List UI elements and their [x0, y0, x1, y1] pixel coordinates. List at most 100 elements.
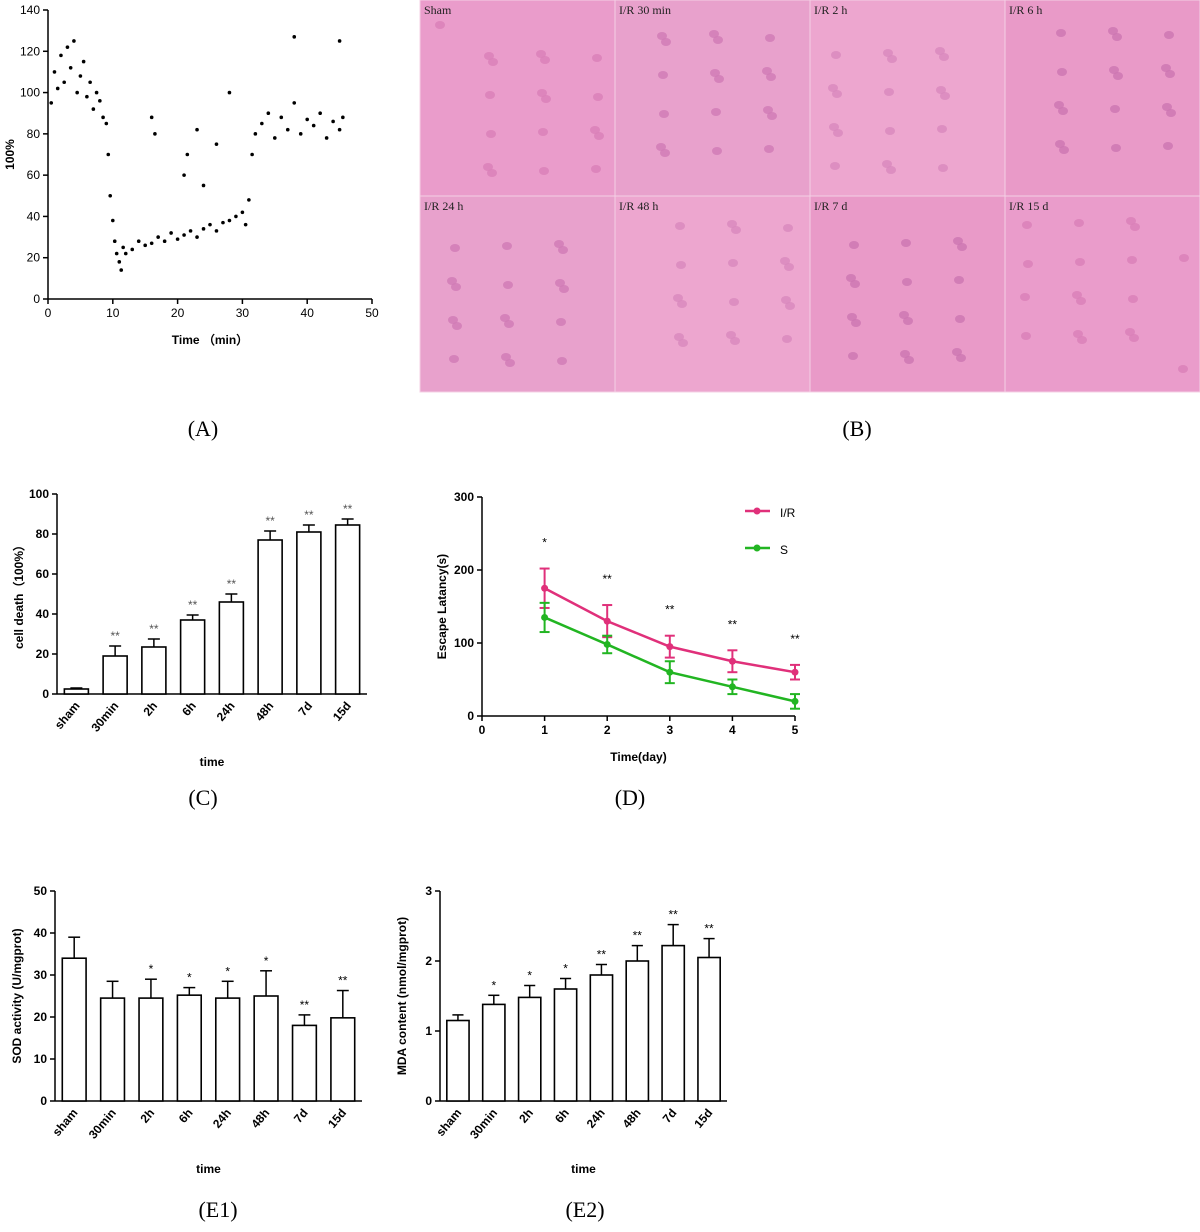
data-point: [119, 268, 124, 272]
cell-nucleus: [485, 91, 495, 99]
x-axis-label: Time(day): [610, 750, 666, 764]
x-tick-label: 2h: [140, 699, 160, 719]
y-tick-label: 100: [454, 636, 474, 650]
x-tick-label: 30min: [467, 1106, 500, 1142]
significance-mark: **: [110, 629, 120, 643]
significance-mark: **: [633, 929, 643, 943]
data-point: [243, 222, 248, 227]
cell-nucleus: [832, 90, 842, 98]
cell-nucleus: [1163, 142, 1173, 150]
significance-mark: **: [149, 622, 159, 636]
bar: [176, 994, 203, 1102]
x-tick-label: 30min: [88, 699, 121, 735]
cell-nucleus: [767, 112, 777, 120]
data-point: [185, 152, 190, 157]
cell-nucleus: [727, 220, 737, 228]
cell-nucleus: [1020, 293, 1030, 301]
x-tick-label: 7d: [291, 1106, 311, 1126]
cell-nucleus: [660, 149, 670, 157]
data-point: [65, 45, 70, 49]
data-point: [182, 233, 186, 237]
cell-nucleus: [538, 128, 548, 136]
y-tick-label: 30: [34, 968, 48, 982]
y-tick-label: 100: [20, 86, 40, 100]
y-tick-label: 0: [40, 1094, 47, 1108]
significance-mark: *: [187, 971, 192, 985]
cell-nucleus: [1108, 27, 1118, 35]
x-tick-label: 5: [792, 723, 799, 737]
cell-nucleus: [592, 54, 602, 62]
data-point: [112, 239, 117, 243]
cell-nucleus: [449, 355, 459, 363]
cell-nucleus: [726, 331, 736, 339]
x-tick-label: 24h: [584, 1106, 608, 1131]
data-point: [88, 80, 92, 85]
cell-nucleus: [711, 108, 721, 116]
y-tick-label: 40: [36, 607, 50, 621]
y-tick-label: 40: [34, 926, 48, 940]
cell-nucleus: [452, 322, 462, 330]
y-axis-label: cell death（100%）: [11, 539, 26, 649]
data-point: [68, 66, 73, 70]
cell-nucleus: [953, 237, 963, 245]
x-tick-label: 48h: [620, 1106, 644, 1131]
cell-nucleus: [850, 280, 860, 288]
y-tick-label: 60: [36, 567, 50, 581]
panel-caption: (A): [188, 416, 219, 441]
cell-nucleus: [657, 32, 667, 40]
panel-caption: (B): [842, 416, 871, 441]
cell-nucleus: [555, 279, 565, 287]
cell-nucleus: [937, 125, 947, 133]
x-tick-label: 1: [541, 723, 548, 737]
cell-nucleus: [957, 243, 967, 251]
data-point: [227, 218, 232, 223]
data-point: [78, 74, 83, 78]
bar: [291, 1024, 318, 1102]
significance-mark: *: [527, 969, 532, 983]
cell-nucleus: [1165, 70, 1175, 78]
cell-nucleus: [713, 36, 723, 44]
data-point: [292, 101, 297, 105]
cell-nucleus: [554, 240, 564, 248]
bar: [334, 524, 361, 695]
cell-nucleus: [1111, 144, 1121, 152]
data-point: [247, 198, 251, 202]
cell-nucleus: [503, 281, 513, 289]
x-tick-label: 7d: [295, 699, 315, 719]
cell-nucleus: [488, 58, 498, 66]
data-point: [91, 107, 96, 111]
cell-nucleus: [591, 165, 601, 173]
cell-nucleus: [762, 67, 772, 75]
data-point: [666, 643, 674, 651]
cell-nucleus: [1161, 64, 1171, 72]
cell-nucleus: [709, 30, 719, 38]
x-tick-label: 3: [666, 723, 673, 737]
cell-nucleus: [501, 353, 511, 361]
data-point: [123, 251, 128, 256]
y-tick-label: 120: [20, 44, 40, 58]
significance-mark: *: [264, 954, 269, 968]
x-tick-label: 30: [236, 306, 250, 320]
data-point: [221, 220, 225, 225]
micrograph-label: I/R 6 h: [1009, 3, 1042, 17]
data-point: [318, 111, 322, 116]
significance-mark: **: [227, 577, 237, 591]
x-tick-label: 6h: [179, 699, 199, 719]
cell-nucleus: [674, 333, 684, 341]
cell-nucleus: [537, 89, 547, 97]
micrograph-label: I/R 15 d: [1009, 199, 1048, 213]
data-point: [266, 111, 271, 116]
cell-nucleus: [1073, 330, 1083, 338]
significance-mark: **: [188, 598, 198, 612]
cell-nucleus: [936, 86, 946, 94]
x-tick-label: 2: [604, 723, 611, 737]
cell-nucleus: [1178, 365, 1188, 373]
y-tick-label: 10: [34, 1052, 48, 1066]
cell-nucleus: [952, 348, 962, 356]
cell-nucleus: [661, 38, 671, 46]
cell-nucleus: [1077, 336, 1087, 344]
significance-mark: *: [491, 978, 496, 992]
cell-nucleus: [900, 350, 910, 358]
cell-nucleus: [849, 241, 859, 249]
